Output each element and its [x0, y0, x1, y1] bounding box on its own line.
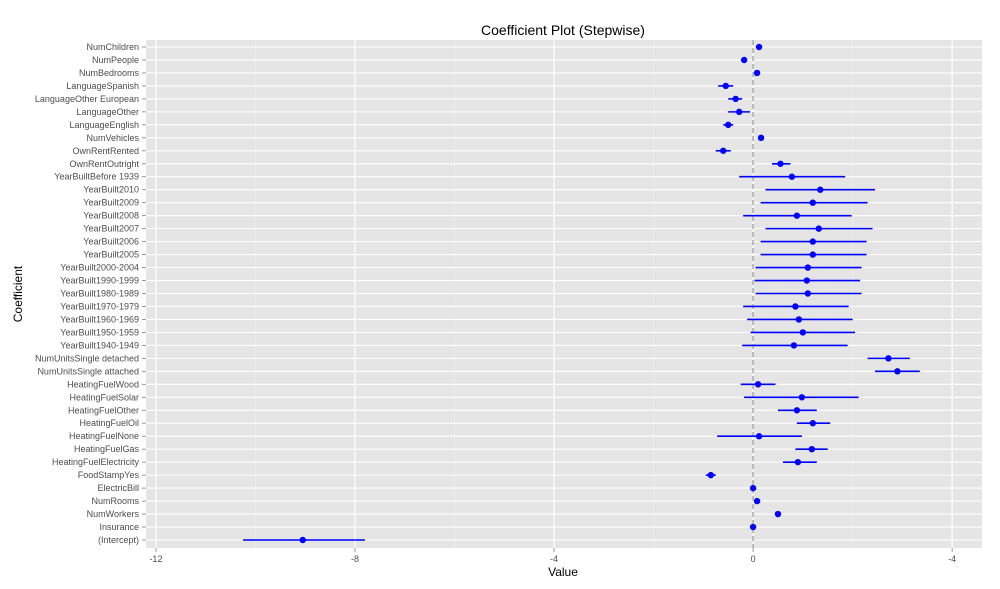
coefficient-point	[799, 329, 807, 336]
coefficient-point	[809, 238, 817, 245]
y-tick-label: NumBedrooms	[79, 68, 140, 78]
y-tick-label: NumUnitsSingle attached	[37, 366, 139, 376]
coefficient-point	[804, 290, 812, 297]
y-tick-label: NumVehicles	[86, 133, 139, 143]
y-tick-label: YearBuilt1960-1969	[60, 314, 139, 324]
y-tick-label: OwnRentOutright	[69, 159, 139, 169]
coefficient-point	[732, 95, 739, 103]
coefficient-point	[299, 536, 306, 544]
x-tick-label: 0	[751, 554, 756, 564]
coefficient-point	[793, 212, 801, 219]
coefficient-point	[774, 510, 782, 518]
coefficient-point	[885, 355, 892, 362]
y-tick-label: YearBuilt2005	[83, 250, 139, 260]
y-tick-label: HeatingFuelOther	[68, 405, 139, 415]
y-tick-label: OwnRentRented	[72, 146, 139, 156]
coefficient-point	[808, 445, 816, 453]
y-tick-label: YearBuilt2008	[83, 211, 139, 221]
coefficient-point	[749, 523, 757, 531]
y-tick-label: YearBuilt2007	[83, 224, 139, 234]
x-tick-labels: -12 -8 -4 0 -4	[149, 548, 956, 564]
y-tick-label: FoodStampYes	[78, 470, 140, 480]
y-tick-label: HeatingFuelWood	[67, 379, 139, 389]
y-tick-label: YearBuilt2006	[83, 237, 139, 247]
coefficient-point	[803, 277, 811, 284]
point-layer	[299, 43, 901, 544]
coefficient-point	[754, 381, 762, 388]
y-tick-label: HeatingFuelElectricity	[52, 457, 140, 467]
y-tick-label: HeatingFuelSolar	[69, 392, 139, 402]
y-tick-label: HeatingFuelOil	[79, 418, 139, 428]
coefficient-point	[749, 484, 757, 492]
coefficient-point	[735, 108, 743, 116]
y-tick-label: LanguageOther European	[35, 94, 139, 104]
coefficient-point	[809, 199, 817, 206]
y-axis-title: Coefficient	[11, 265, 25, 322]
x-tick-label: -4	[948, 554, 956, 564]
y-tick-label: YearBuilt2010	[83, 185, 139, 195]
y-tick-label: LanguageSpanish	[66, 81, 139, 91]
coefficient-point	[788, 173, 796, 180]
coefficient-point	[790, 342, 798, 349]
coefficient-point	[794, 458, 802, 466]
y-tick-label: NumUnitsSingle detached	[35, 353, 139, 363]
y-tick-label: LanguageOther	[76, 107, 139, 117]
coefficient-point	[757, 134, 765, 142]
y-tick-label: HeatingFuelNone	[69, 431, 139, 441]
y-tick-label: NumRooms	[91, 496, 139, 506]
y-tick-label: HeatingFuelGas	[74, 444, 140, 454]
chart-title: Coefficient Plot (Stepwise)	[481, 22, 645, 38]
y-tick-label: YearBuilt1950-1959	[60, 327, 139, 337]
y-tick-label: YearBuilt2009	[83, 198, 139, 208]
y-tick-label: LanguageEnglish	[69, 120, 139, 130]
coefficient-point	[753, 497, 761, 505]
coefficient-point	[804, 264, 812, 271]
coefficient-point	[755, 433, 763, 440]
coefficient-point	[815, 225, 822, 232]
coefficient-point	[795, 316, 803, 323]
y-tick-label: ElectricBill	[97, 483, 139, 493]
x-tick-label: -4	[550, 554, 558, 564]
coefficient-point	[753, 69, 761, 77]
y-tick-label: YearBuilt1940-1949	[60, 340, 139, 350]
coefficient-point	[755, 43, 763, 51]
coefficient-point	[817, 186, 824, 193]
y-tick-label: YearBuilt2000-2004	[60, 263, 139, 273]
y-tick-label: YearBuilt1990-1999	[60, 276, 139, 286]
y-tick-labels: NumChildren NumPeople NumBedrooms LanguageS…	[35, 42, 146, 545]
coefficient-point	[894, 368, 901, 375]
y-tick-label: NumWorkers	[87, 509, 140, 519]
x-tick-label: -8	[351, 554, 359, 564]
coefficient-point	[777, 160, 784, 167]
coefficient-point	[725, 121, 732, 129]
x-axis-title: Value	[548, 565, 578, 579]
coefficient-point	[809, 420, 817, 427]
y-tick-label: NumChildren	[86, 42, 139, 52]
coefficient-point	[720, 147, 727, 154]
coefficient-point	[798, 394, 806, 401]
y-tick-label: Insurance	[99, 522, 139, 532]
x-tick-label: -12	[149, 554, 162, 564]
y-tick-label: NumPeople	[92, 55, 139, 65]
coefficient-point	[740, 56, 748, 64]
y-tick-label: YearBuilt1980-1989	[60, 289, 139, 299]
coefficient-point	[809, 251, 817, 258]
y-tick-label: YearBuilt1970-1979	[60, 301, 139, 311]
coefficient-point	[707, 471, 714, 479]
y-tick-label: (Intercept)	[98, 535, 139, 545]
coefficient-point	[793, 407, 801, 414]
coefficient-point	[722, 82, 729, 90]
coefficient-point	[792, 303, 799, 310]
y-tick-label: YearBuiltBefore 1939	[54, 172, 139, 182]
